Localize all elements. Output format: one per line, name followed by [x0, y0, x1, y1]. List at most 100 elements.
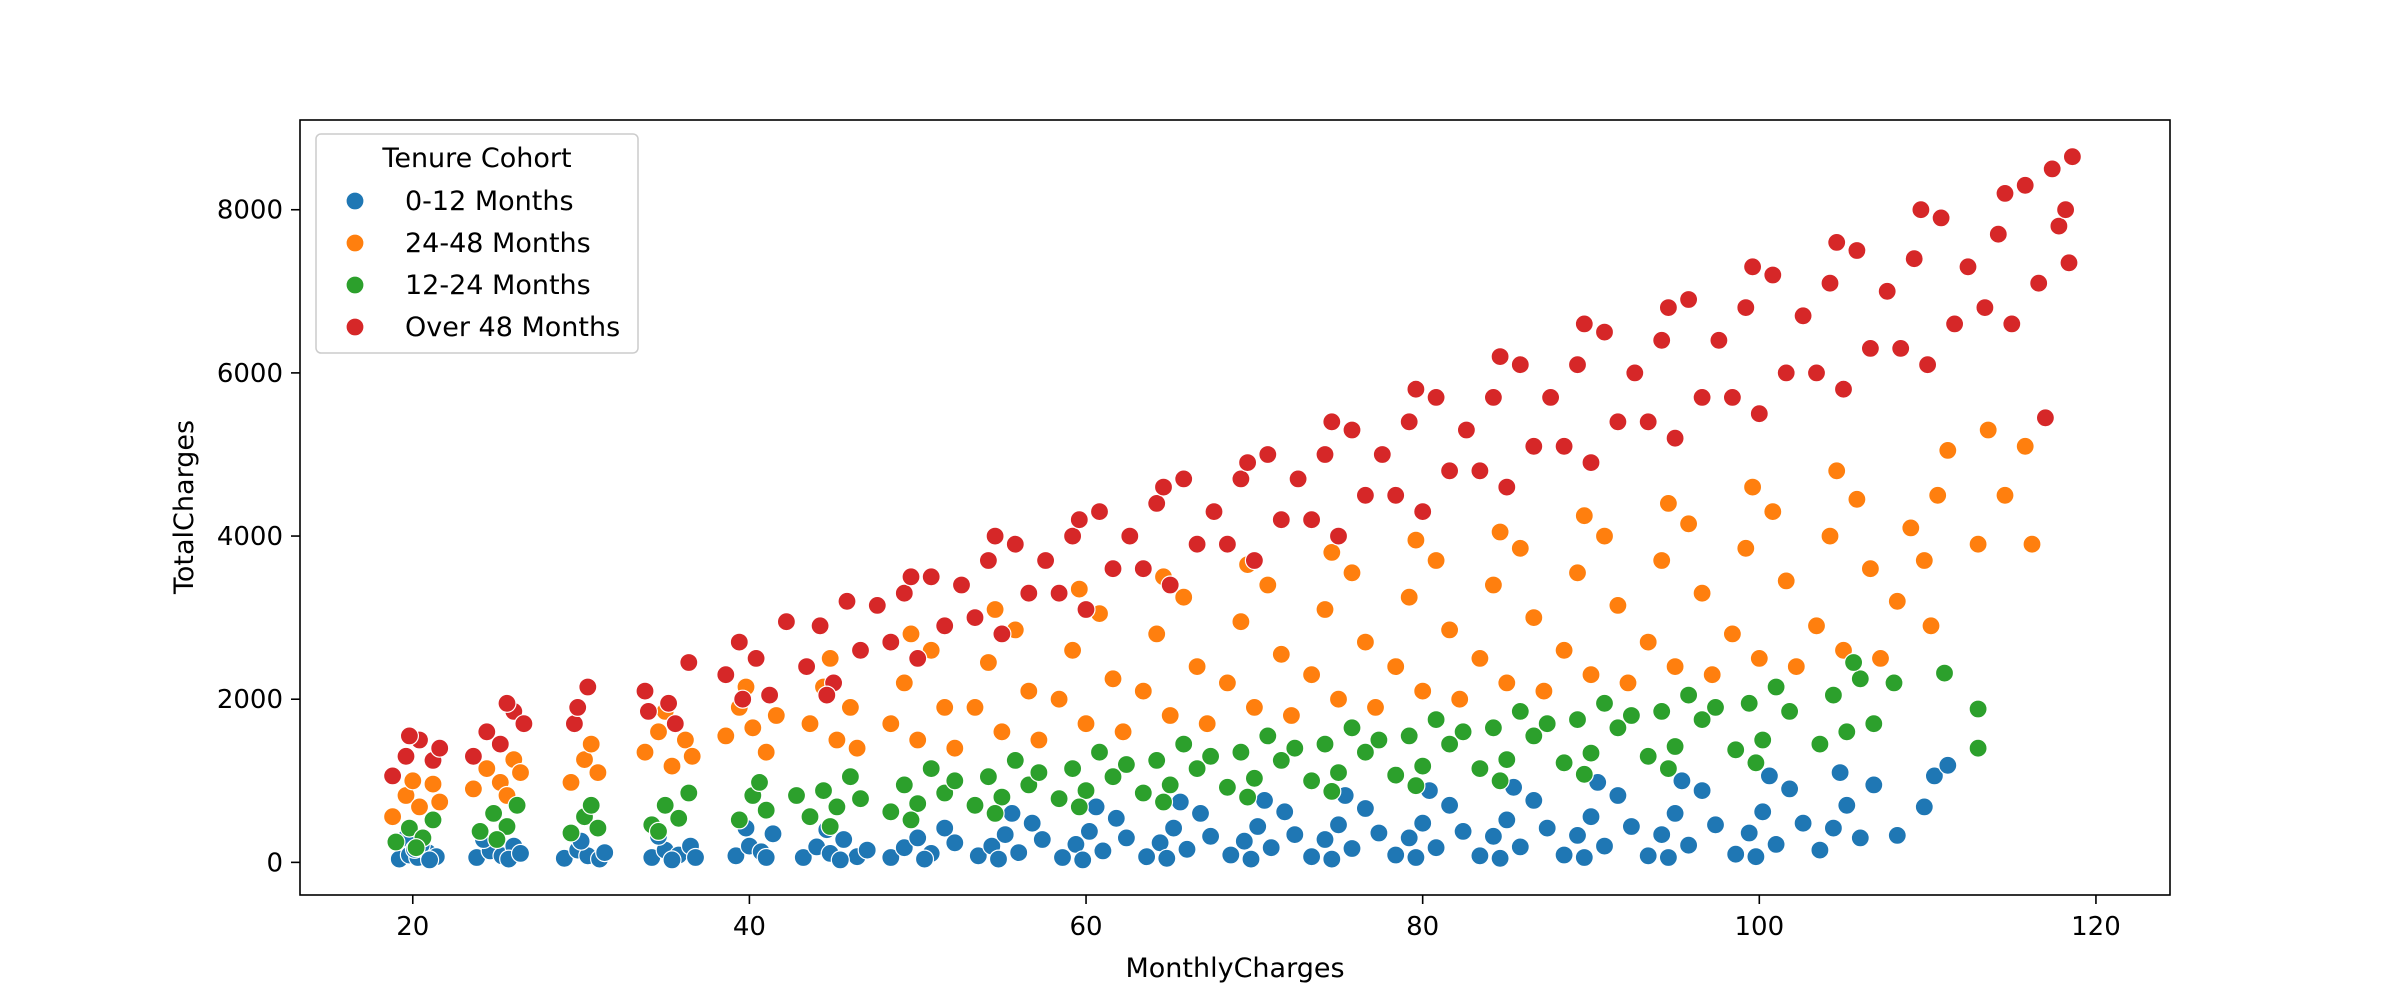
data-point — [510, 843, 531, 864]
data-point — [1658, 847, 1679, 868]
data-point — [1254, 790, 1275, 811]
data-point — [1022, 813, 1042, 833]
data-point — [420, 850, 440, 870]
data-point — [1736, 538, 1756, 558]
data-point — [1860, 338, 1881, 358]
data-point — [1019, 583, 1039, 603]
data-point — [1891, 338, 1911, 358]
data-point — [1426, 709, 1446, 730]
series-2 — [386, 652, 1988, 858]
x-tick-label: 120 — [2071, 912, 2121, 942]
data-point — [1237, 453, 1258, 473]
data-point — [1739, 693, 1759, 713]
data-point — [992, 722, 1012, 742]
data-point — [726, 846, 746, 866]
data-point — [1827, 461, 1847, 481]
data-point — [1005, 534, 1025, 554]
data-point — [1116, 828, 1137, 848]
data-point — [1928, 485, 1948, 505]
data-point — [1076, 780, 1096, 801]
data-point — [1739, 823, 1759, 843]
data-point — [1574, 314, 1594, 334]
data-point — [1386, 656, 1406, 677]
data-point — [2056, 200, 2076, 220]
data-point — [1089, 502, 1110, 522]
data-point — [908, 730, 928, 750]
data-point — [1049, 583, 1069, 603]
data-point — [1823, 685, 1844, 705]
data-point — [1574, 506, 1594, 526]
data-point — [1742, 477, 1763, 497]
data-point — [978, 652, 999, 673]
series-3 — [383, 147, 2082, 786]
data-point — [1258, 575, 1278, 595]
data-point — [1534, 681, 1554, 701]
data-point — [679, 783, 699, 803]
x-tick-label: 20 — [396, 912, 429, 942]
data-point — [1911, 200, 1931, 220]
data-point — [1439, 461, 1460, 481]
data-point — [409, 797, 430, 817]
data-point — [1702, 665, 1722, 685]
data-point — [1978, 420, 1998, 440]
points-layer — [383, 147, 2082, 870]
data-point — [1197, 714, 1217, 734]
data-point — [1763, 502, 1783, 522]
data-point — [1574, 847, 1594, 868]
data-point — [1958, 257, 1978, 277]
data-point — [1692, 709, 1712, 730]
data-point — [729, 632, 749, 652]
y-axis-label: TotalCharges — [169, 420, 200, 595]
data-point — [840, 697, 861, 718]
data-point — [1864, 714, 1884, 734]
data-point — [716, 726, 736, 746]
data-point — [793, 847, 813, 868]
data-point — [881, 632, 901, 652]
data-point — [1652, 550, 1672, 571]
data-point — [1665, 803, 1685, 824]
data-point — [1248, 816, 1268, 837]
data-point — [1779, 701, 1800, 722]
data-point — [477, 722, 497, 742]
x-tick-label: 40 — [733, 912, 766, 942]
data-point — [945, 833, 965, 853]
data-point — [2049, 216, 2069, 236]
data-point — [1170, 792, 1190, 812]
data-point — [1163, 818, 1184, 838]
data-point — [1322, 781, 1342, 802]
data-point — [1850, 669, 1870, 689]
data-point — [1608, 412, 1628, 432]
data-point — [1594, 526, 1615, 546]
data-point — [1328, 526, 1349, 546]
data-point — [1174, 587, 1194, 607]
data-point — [1231, 612, 1251, 632]
data-point — [1665, 428, 1685, 448]
legend-label: Over 48 Months — [405, 312, 620, 343]
data-point — [1766, 834, 1786, 855]
data-point — [1490, 522, 1510, 542]
data-point — [1470, 461, 1490, 481]
data-point — [1763, 265, 1783, 285]
data-point — [1483, 575, 1504, 595]
data-point — [1019, 681, 1039, 701]
data-point — [2059, 253, 2079, 273]
data-point — [514, 714, 534, 734]
legend-marker — [345, 191, 365, 211]
data-point — [1621, 816, 1642, 837]
data-point — [1766, 677, 1786, 697]
data-point — [992, 787, 1012, 807]
data-point — [1450, 689, 1470, 709]
data-point — [399, 726, 419, 746]
data-point — [968, 846, 988, 866]
data-point — [1914, 550, 1934, 571]
data-point — [1049, 789, 1069, 809]
data-point — [1002, 803, 1022, 824]
data-point — [1934, 663, 1955, 683]
data-point — [1678, 835, 1699, 855]
data-point — [1133, 559, 1153, 579]
data-point — [756, 800, 776, 820]
data-point — [1806, 363, 1827, 383]
data-point — [1638, 746, 1658, 766]
data-point — [1076, 714, 1096, 734]
